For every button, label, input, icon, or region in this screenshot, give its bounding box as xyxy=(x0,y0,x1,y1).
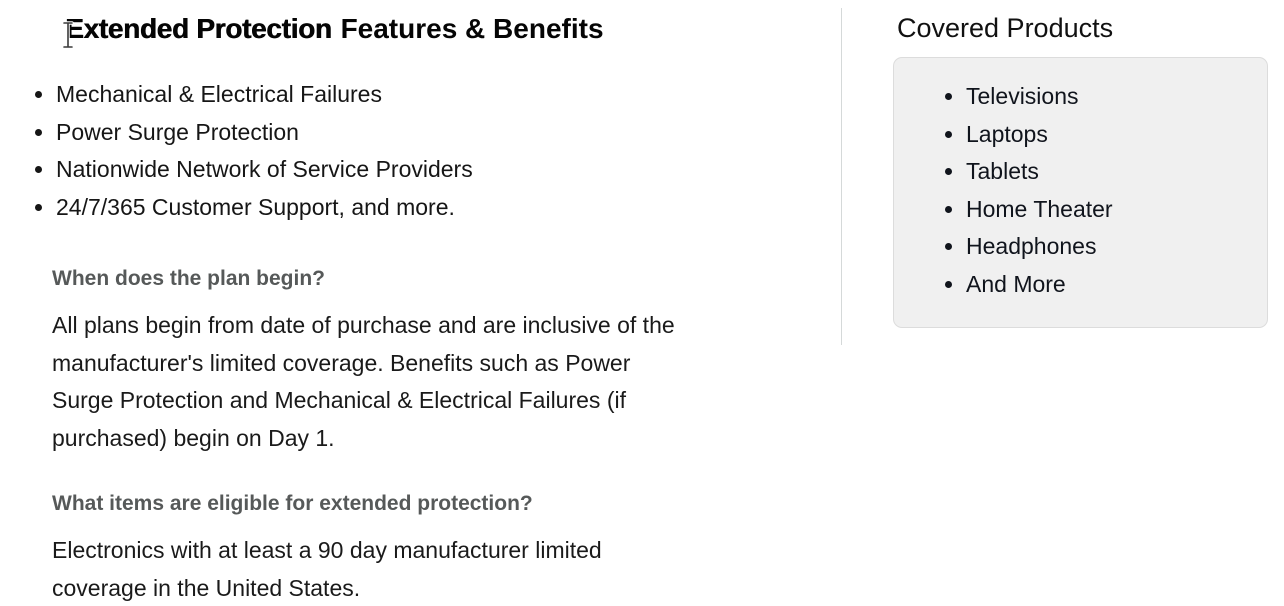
benefit-item: 24/7/365 Customer Support, and more. xyxy=(56,189,841,227)
faq-section: When does the plan begin? All plans begi… xyxy=(52,264,841,606)
features-benefits-column: Extended Protection Features & Benefits M… xyxy=(0,0,841,606)
covered-products-list: Televisions Laptops Tablets Home Theater… xyxy=(894,78,1257,303)
covered-product-item: Home Theater xyxy=(966,191,1257,229)
covered-product-item: Televisions xyxy=(966,78,1257,116)
page-title-strong: Extended Protection xyxy=(65,13,332,44)
benefit-item: Power Surge Protection xyxy=(56,114,841,152)
page-title-rest: Features & Benefits xyxy=(340,13,604,44)
benefit-item: Mechanical & Electrical Failures xyxy=(56,76,841,114)
faq-answer-plan-begin: All plans begin from date of purchase an… xyxy=(52,312,675,451)
faq-question-plan-begin: When does the plan begin? xyxy=(52,267,325,290)
covered-products-box: Televisions Laptops Tablets Home Theater… xyxy=(893,57,1268,328)
covered-product-item: Tablets xyxy=(966,153,1257,191)
covered-products-column: Covered Products Televisions Laptops Tab… xyxy=(893,0,1269,328)
faq-answer-eligible-items: Electronics with at least a 90 day manuf… xyxy=(52,537,602,601)
covered-products-title: Covered Products xyxy=(897,13,1114,43)
faq-question-eligible-items: What items are eligible for extended pro… xyxy=(52,492,533,515)
covered-product-item: Headphones xyxy=(966,228,1257,266)
covered-product-item: Laptops xyxy=(966,116,1257,154)
column-divider xyxy=(841,8,842,345)
benefit-item: Nationwide Network of Service Providers xyxy=(56,151,841,189)
covered-product-item: And More xyxy=(966,266,1257,304)
benefits-list: Mechanical & Electrical Failures Power S… xyxy=(0,76,841,226)
page-title: Extended Protection Features & Benefits xyxy=(65,13,841,45)
